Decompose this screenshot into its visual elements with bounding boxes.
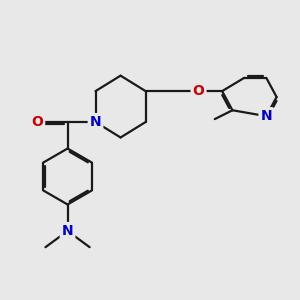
- Text: N: N: [260, 109, 272, 123]
- Text: O: O: [193, 84, 205, 98]
- Text: N: N: [90, 115, 101, 129]
- Text: O: O: [31, 115, 43, 129]
- Text: N: N: [62, 224, 74, 238]
